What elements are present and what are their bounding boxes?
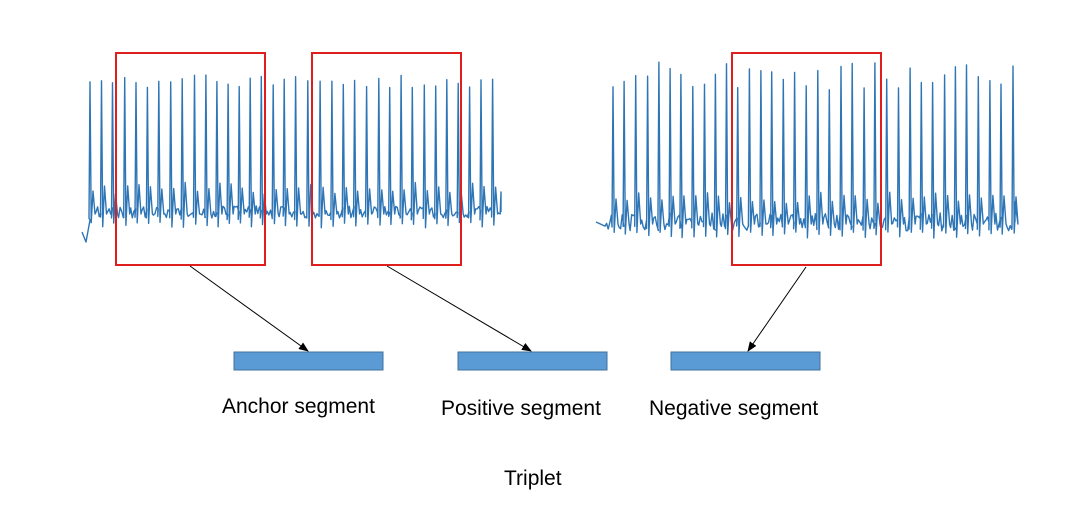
anchor-segment-bar xyxy=(233,351,384,371)
positive-window xyxy=(311,52,462,266)
positive-arrow xyxy=(386,265,532,352)
negative-segment-bar xyxy=(670,351,821,371)
anchor-window xyxy=(115,52,266,266)
negative-segment-label: Negative segment xyxy=(649,397,819,420)
ecg-signal-left xyxy=(81,74,502,243)
negative-window xyxy=(731,52,882,266)
positive-segment-bar xyxy=(457,351,608,371)
positive-segment-label: Positive segment xyxy=(441,397,601,420)
triplet-label: Triplet xyxy=(504,467,562,490)
ecg-signal-right xyxy=(595,61,1019,239)
anchor-segment-label: Anchor segment xyxy=(222,395,375,418)
negative-arrow xyxy=(747,266,807,352)
anchor-arrow xyxy=(189,265,309,352)
